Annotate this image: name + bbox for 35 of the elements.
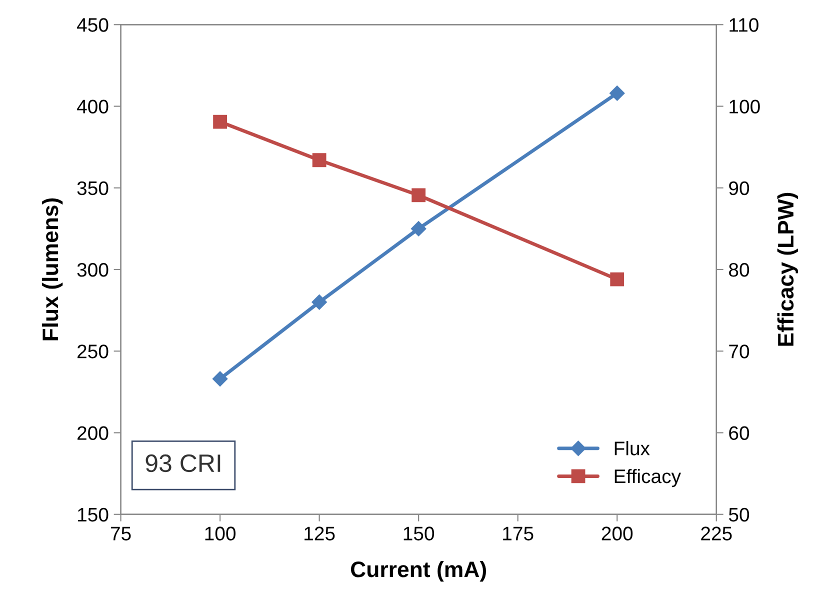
point: [411, 221, 426, 236]
x-axis-title: Current (mA): [350, 560, 486, 582]
y-tick-label: 150: [78, 508, 108, 522]
y-tick-label: 450: [76, 18, 108, 32]
point: [312, 294, 327, 310]
x-tick-label: 100: [205, 526, 236, 540]
y-tick-label: 350: [77, 181, 108, 196]
y2-tick-label: 100: [730, 100, 760, 114]
y-tick-label: 200: [78, 426, 108, 440]
y2-tick-label: 110: [730, 18, 758, 32]
y2-tick-label: 90: [729, 181, 750, 196]
point: [412, 188, 426, 202]
legend-label: Flux: [614, 441, 650, 456]
y2-tick-label: 60: [729, 426, 750, 440]
annotation: 93 CRI: [146, 454, 220, 472]
point: [212, 371, 228, 386]
y-tick-label: 400: [76, 100, 108, 114]
y2-axis-title: Efficacy (LPW): [777, 192, 798, 346]
point: [610, 86, 625, 101]
y-tick-label: 250: [78, 344, 108, 358]
legend-label: Efficacy: [614, 468, 681, 488]
x-tick-label: 200: [602, 526, 633, 540]
x-tick-label: 125: [304, 526, 335, 540]
point: [312, 153, 326, 168]
x-tick-label: 75: [110, 526, 131, 540]
y2-tick-label: 80: [729, 262, 750, 277]
y2-tick-label: 70: [729, 344, 750, 358]
y-axis-title: Flux (lumens): [42, 198, 63, 340]
y-tick-label: 300: [77, 262, 108, 277]
point: [610, 272, 624, 286]
x-tick-label: 150: [404, 526, 434, 540]
x-tick-label: 225: [701, 526, 732, 540]
point: [213, 114, 227, 129]
y2-tick-label: 50: [728, 508, 750, 522]
x-tick-label: 175: [503, 526, 534, 540]
